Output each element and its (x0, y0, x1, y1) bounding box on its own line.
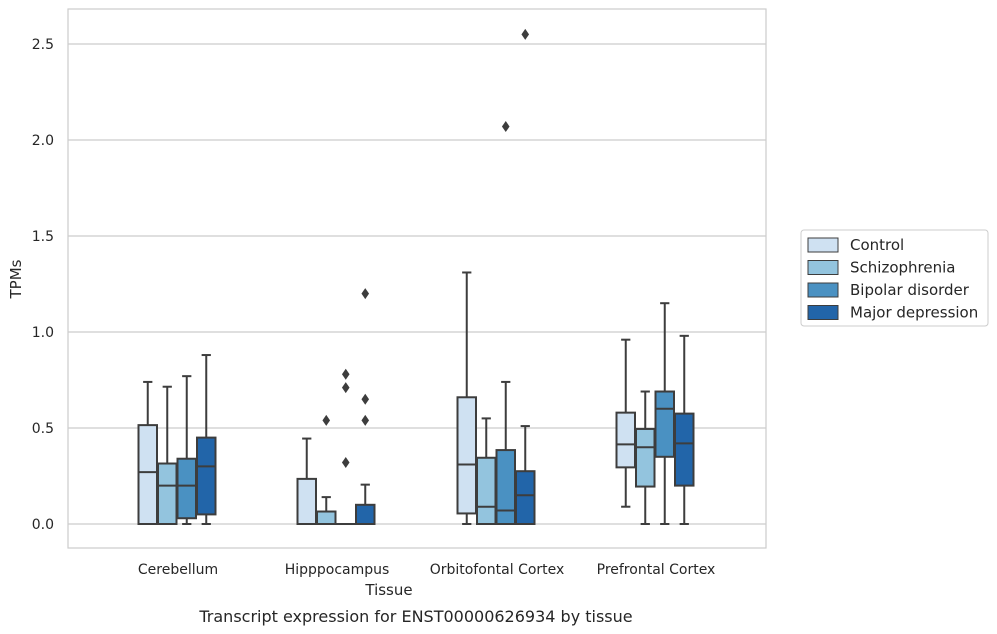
iqr-box (196, 436, 217, 516)
box-bipolar-disorder (654, 302, 675, 525)
iqr-box (137, 424, 158, 525)
outlier-marker (521, 28, 530, 40)
iqr-box (157, 462, 178, 525)
box-major-depression (355, 288, 376, 525)
x-tick-label: Prefrontal Cortex (597, 562, 716, 578)
box-control (615, 338, 636, 508)
legend-label: Control (850, 236, 904, 254)
iqr-box (674, 412, 695, 487)
iqr-box (635, 427, 656, 488)
box-schizophrenia (157, 385, 178, 525)
iqr-box (515, 470, 536, 526)
y-tick-labels: 0.0 0.5 1.0 1.5 2.0 2.5 (32, 37, 54, 533)
iqr-box (176, 457, 197, 520)
iqr-box (476, 456, 497, 526)
outlier-marker (501, 121, 510, 133)
x-tick-label: Cerebellum (138, 562, 218, 578)
iqr-box (296, 477, 317, 526)
x-tick-label: Orbitofontal Cortex (430, 562, 565, 578)
outlier-marker (361, 288, 370, 300)
box-major-depression (515, 28, 536, 526)
box-schizophrenia (316, 414, 337, 525)
y-tick-label: 2.5 (32, 37, 54, 53)
outlier-marker (341, 368, 350, 380)
legend-swatch (807, 260, 839, 275)
box-schizophrenia (635, 390, 656, 525)
iqr-box (615, 411, 636, 469)
iqr-box (355, 503, 376, 525)
legend-label: Major depression (850, 304, 978, 322)
y-tick-label: 0.0 (32, 517, 54, 533)
chart-caption: Transcript expression for ENST0000062693… (198, 607, 632, 626)
legend-swatch (807, 237, 839, 253)
y-tick-label: 0.5 (32, 421, 54, 437)
box-bipolar-disorder (495, 121, 516, 525)
x-tick-label: Hipppocampus (285, 562, 390, 578)
box-control (296, 437, 317, 526)
box-major-depression (674, 334, 695, 525)
legend-label: Bipolar disorder (850, 281, 970, 299)
box-control (137, 380, 158, 525)
outlier-marker (341, 382, 350, 394)
y-axis-label: TPMs (7, 259, 25, 299)
legend-label: Schizophrenia (850, 259, 955, 277)
legend: Control Schizophrenia Bipolar disorder Majo… (800, 229, 989, 327)
iqr-box (495, 449, 516, 525)
x-tick-labels: Cerebellum Hipppocampus Orbitofontal Corte… (138, 562, 715, 578)
y-tick-label: 2.0 (32, 133, 54, 149)
box-control (456, 271, 477, 525)
iqr-box (654, 390, 675, 458)
outlier-marker (322, 414, 331, 426)
legend-swatch (807, 282, 839, 298)
y-tick-label: 1.0 (32, 325, 54, 341)
boxes (137, 28, 695, 526)
y-tick-label: 1.5 (32, 229, 54, 245)
outlier-marker (341, 457, 350, 469)
box-major-depression (196, 354, 217, 525)
outlier-marker (361, 393, 370, 405)
outlier-marker (361, 414, 370, 426)
iqr-box (456, 396, 477, 515)
x-axis-label: Tissue (364, 581, 412, 599)
iqr-box (316, 510, 337, 525)
legend-swatch (807, 305, 839, 320)
legend-frame (800, 229, 989, 327)
